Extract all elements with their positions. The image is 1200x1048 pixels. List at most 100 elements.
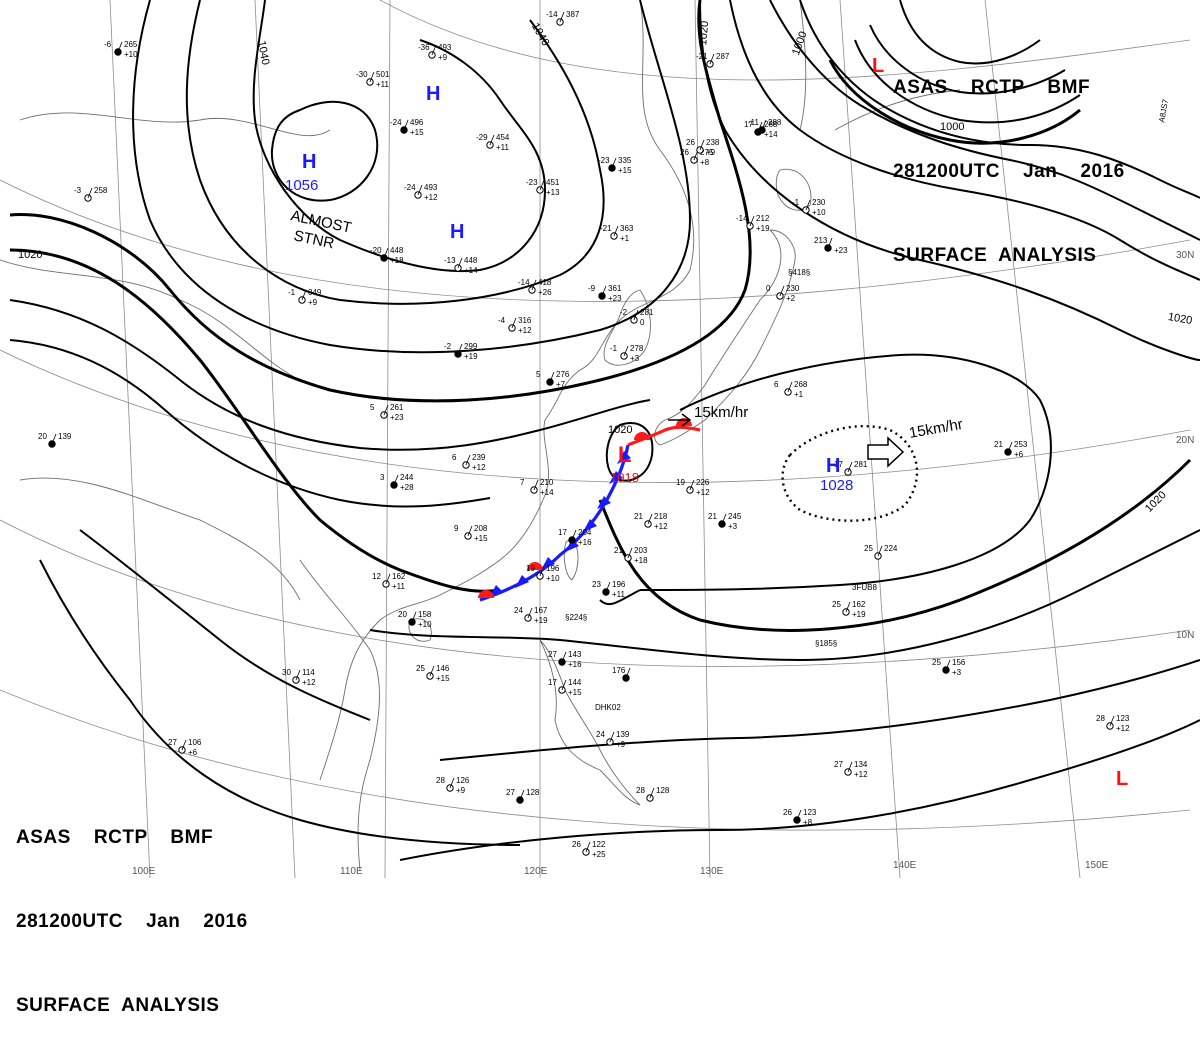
- station-temperature: -36: [418, 43, 430, 52]
- wind-barb-icon: [539, 179, 545, 191]
- station-tendency: +8: [803, 818, 813, 827]
- station-temperature: 28: [436, 776, 445, 785]
- station-plot: 27 106+6: [168, 738, 202, 757]
- low-symbol: L: [872, 55, 884, 77]
- isobar-1056-high-contour: [270, 100, 379, 202]
- station-temperature: 21: [634, 512, 643, 521]
- coast-sakhalin: [799, 0, 807, 131]
- wind-barb-icon: [511, 317, 517, 329]
- wind-barb-icon: [383, 247, 389, 259]
- station-temperature: 23: [592, 580, 601, 589]
- station-tendency: 0: [640, 318, 645, 327]
- wind-barb-icon: [699, 139, 705, 151]
- wind-barb-icon: [877, 545, 883, 557]
- isobar-label: 1020: [697, 20, 711, 45]
- station-temperature: -4: [498, 316, 506, 325]
- station-tendency: +12: [472, 463, 486, 472]
- coast-china: [319, 0, 695, 781]
- station-tendency: +9: [616, 740, 626, 749]
- station-temperature: 12: [372, 572, 381, 581]
- station-tendency: +26: [538, 288, 552, 297]
- wind-barb-icon: [633, 309, 639, 321]
- station-pressure: 146: [436, 664, 450, 673]
- cold-front-triangle: [597, 496, 611, 509]
- station-temperature: 21: [994, 440, 1003, 449]
- isobar-label: 1000: [790, 30, 810, 57]
- station-plot: 28 126+9: [436, 776, 470, 795]
- station-tendency: +23: [834, 246, 848, 255]
- wind-barb-icon: [796, 809, 802, 821]
- wind-barb-icon: [827, 237, 833, 249]
- station-tendency: +14: [764, 130, 778, 139]
- lat-label: 10N: [1176, 630, 1194, 641]
- station-pressure: 204: [578, 528, 592, 537]
- wind-barb-icon: [385, 573, 391, 585]
- station-pressure: 143: [568, 650, 582, 659]
- station-pressure: 106: [188, 738, 202, 747]
- station-plot: -1 349+9: [288, 288, 322, 307]
- station-pressure: 493: [438, 43, 452, 52]
- station-temperature: -1: [610, 344, 618, 353]
- isobar-label: 1020: [608, 424, 632, 436]
- station-tendency: +1: [620, 234, 630, 243]
- lat-label: 20N: [1176, 435, 1194, 446]
- station-plot: -36 493+9: [418, 43, 452, 62]
- station-pressure: 265: [124, 40, 138, 49]
- station-pressure: 162: [852, 600, 866, 609]
- station-temperature: -13: [444, 256, 456, 265]
- isobar-label: 1020: [1167, 311, 1193, 327]
- station-plot: 19 196+10: [526, 564, 560, 583]
- station-pressure: 230: [786, 284, 800, 293]
- ship-id: §224§: [565, 613, 587, 622]
- wind-barb-icon: [561, 679, 567, 691]
- station-temperature: 20: [398, 610, 407, 619]
- station-plot: 27 143+16: [548, 650, 582, 669]
- station-plot: 21 218+12: [634, 512, 668, 531]
- station-tendency: +15: [436, 674, 450, 683]
- high-symbol: H: [426, 83, 440, 105]
- wind-barb-icon: [559, 11, 565, 23]
- station-plot: -1 278+3: [610, 344, 644, 363]
- station-temperature: 27: [834, 760, 843, 769]
- station-pressure: 278: [630, 344, 644, 353]
- wind-barb-icon: [1007, 441, 1013, 453]
- cold-front-triangle: [541, 557, 555, 570]
- station-plot: 26 275+8: [680, 148, 714, 167]
- station-tendency: +16: [578, 538, 592, 547]
- station-pressure: 448: [390, 246, 404, 255]
- wind-barb-icon: [519, 789, 525, 801]
- lon-label: 140E: [893, 860, 917, 871]
- station-pressure: 139: [58, 432, 72, 441]
- station-tendency: +1: [794, 390, 804, 399]
- station-plot: 19 226+12: [676, 478, 710, 497]
- wind-barb-icon: [457, 343, 463, 355]
- station-pressure: 316: [518, 316, 532, 325]
- station-tendency: +28: [400, 483, 414, 492]
- wind-barb-icon: [847, 761, 853, 773]
- coast-kuril: [834, 89, 961, 131]
- wind-barb-icon: [383, 404, 389, 416]
- station-tendency: +11: [612, 590, 626, 599]
- station-pressure: 208: [474, 524, 488, 533]
- station-temperature: 0: [766, 284, 771, 293]
- station-pressure: 230: [812, 198, 826, 207]
- wind-barb-icon: [1109, 715, 1115, 727]
- wind-barb-icon: [561, 651, 567, 663]
- wind-barb-icon: [585, 841, 591, 853]
- station-plot: 23 196+11: [592, 580, 626, 599]
- station-temperature: -1: [288, 288, 296, 297]
- wind-barb-icon: [431, 44, 437, 56]
- station-temperature: 28: [636, 786, 645, 795]
- high-motion-arrow-icon: [867, 436, 905, 468]
- warm-front-semicircle: [634, 432, 650, 440]
- station-plot: 25 224: [864, 544, 898, 560]
- station-tendency: +15: [568, 688, 582, 697]
- station-tendency: +9: [308, 298, 318, 307]
- station-pressure: 196: [612, 580, 626, 589]
- high-motion-label: 15km/hr: [908, 416, 964, 442]
- station-pressure: 281: [640, 308, 654, 317]
- station-tendency: +7: [556, 380, 566, 389]
- station-pressure: 126: [456, 776, 470, 785]
- station-plot: 0 230+2: [766, 284, 800, 303]
- station-tendency: +12: [424, 193, 438, 202]
